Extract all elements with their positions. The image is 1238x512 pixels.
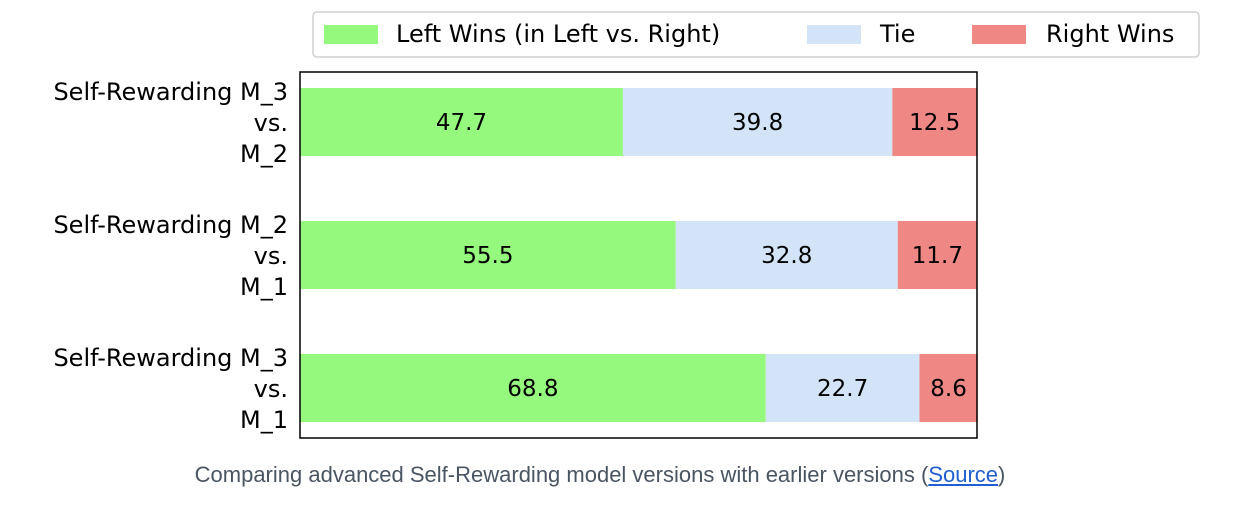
y-tick-label-3-line-3: M_1 — [240, 406, 288, 434]
data-label-right-wins-2: 11.7 — [912, 243, 963, 269]
data-label-tie-1: 39.8 — [732, 110, 783, 136]
data-label-tie-2: 32.8 — [761, 243, 812, 269]
bar-left-wins-in-left-vs-right-2 — [300, 221, 676, 289]
bar-left-wins-in-left-vs-right-1 — [300, 88, 623, 156]
data-label-right-wins-1: 12.5 — [909, 110, 960, 136]
bar-tie-3 — [765, 354, 920, 422]
y-tick-label-3-line-1: Self-Rewarding M_3 — [53, 344, 288, 372]
bar-tie-1 — [622, 88, 893, 156]
legend: Left Wins (in Left vs. Right) Tie Right Wi… — [312, 11, 1200, 58]
y-tick-label-2-line-3: M_1 — [240, 273, 288, 301]
legend-label-tie: Tie — [879, 20, 915, 48]
y-tick-label-3-line-2: vs. — [254, 375, 288, 403]
stacked-bar-chart: Left Wins (in Left vs. Right) Tie Right Wi… — [53, 11, 1200, 439]
source-link[interactable]: Source — [928, 462, 999, 487]
y-tick-label-2-line-1: Self-Rewarding M_2 — [53, 211, 288, 239]
bar-right-wins-3 — [919, 354, 978, 422]
bar-right-wins-2 — [897, 221, 977, 289]
plot-frame — [299, 71, 978, 439]
y-tick-label-2-line-2: vs. — [254, 242, 288, 270]
legend-label-right-wins: Right Wins — [1046, 20, 1174, 48]
figure-caption: Comparing advanced Self-Rewarding model … — [0, 462, 1200, 488]
y-tick-label-1-line-3: M_2 — [240, 140, 288, 168]
legend-box — [312, 11, 1200, 58]
data-label-left-wins-in-left-vs-right-2: 55.5 — [462, 243, 513, 269]
y-tick-label-1-line-2: vs. — [254, 109, 288, 137]
legend-swatch-tie — [807, 25, 861, 44]
data-label-right-wins-3: 8.6 — [930, 376, 967, 402]
caption-text: Comparing advanced Self-Rewarding model … — [194, 462, 929, 487]
legend-label-left-wins-in-left-vs-right: Left Wins (in Left vs. Right) — [396, 20, 720, 48]
bar-right-wins-1 — [892, 88, 977, 156]
caption-text-end: ) — [998, 462, 1006, 487]
data-label-left-wins-in-left-vs-right-3: 68.8 — [507, 376, 558, 402]
legend-swatch-left-wins-in-left-vs-right — [324, 25, 378, 44]
data-label-tie-3: 22.7 — [817, 376, 868, 402]
y-tick-label-1-line-1: Self-Rewarding M_3 — [53, 78, 288, 106]
data-label-left-wins-in-left-vs-right-1: 47.7 — [436, 110, 487, 136]
bar-tie-2 — [675, 221, 898, 289]
bars-group: 47.7 39.8 12.5 55.5 32.8 11.7 68.8 22.7 8.6 — [300, 88, 978, 422]
legend-swatch-right-wins — [972, 25, 1026, 44]
bar-left-wins-in-left-vs-right-3 — [300, 354, 766, 422]
y-axis-labels: Self-Rewarding M_3 vs. M_2 Self-Rewarding M… — [53, 78, 288, 434]
